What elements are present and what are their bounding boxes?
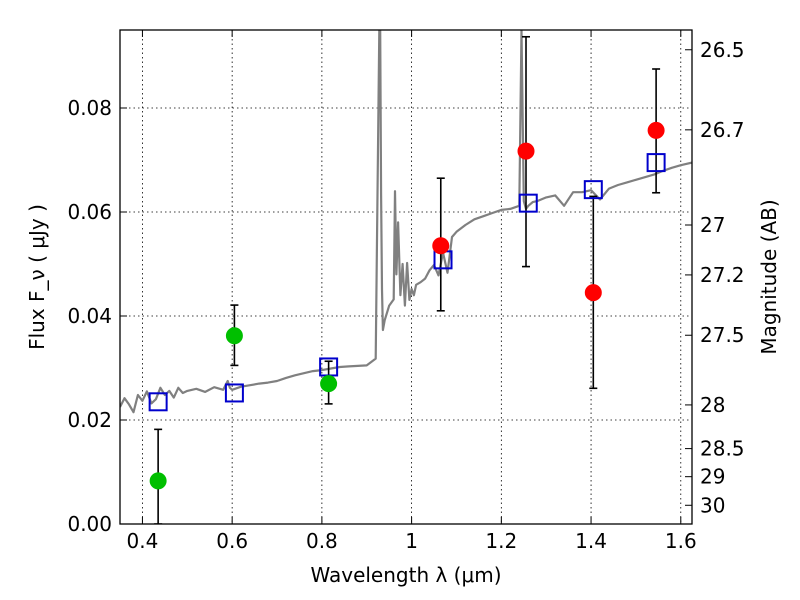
y-tick-label: 0.02 — [67, 408, 112, 432]
y-tick-label: 0.04 — [67, 304, 112, 328]
y-right-tick-label: 26.5 — [700, 38, 745, 62]
model-photometry-square — [646, 153, 666, 173]
y-right-tick-label: 27 — [700, 213, 725, 237]
data-point — [432, 237, 450, 255]
model-photometry-square — [148, 392, 168, 412]
model-photometry-square — [224, 383, 244, 403]
y-axis-label-right: Magnitude (AB) — [757, 199, 781, 354]
y-right-tick-label: 28 — [700, 393, 725, 417]
data-point — [517, 142, 535, 160]
y-tick-label: 0.00 — [67, 512, 112, 536]
y-right-tick-label: 28.5 — [700, 437, 745, 461]
model-spectrum-line — [120, 30, 692, 414]
data-point — [225, 327, 243, 345]
x-tick-label: 0.6 — [216, 529, 248, 553]
y-right-tick-label: 30 — [700, 493, 725, 517]
axes: 0.4 0.6 0.8 1 1.2 1.4 1.6 0.00 0.02 0.04 0.06 0.08 2… — [67, 29, 745, 553]
data-point — [320, 375, 338, 393]
x-tick-label: 1.6 — [665, 529, 697, 553]
x-tick-label: 1.2 — [485, 529, 517, 553]
y-right-tick-label: 29 — [700, 465, 725, 489]
model-photometry-square — [583, 180, 603, 200]
x-tick-label: 1 — [405, 529, 418, 553]
plot-frame — [119, 29, 693, 525]
x-tick-label: 0.4 — [127, 529, 159, 553]
plot-area — [120, 30, 692, 524]
data-point — [647, 121, 665, 139]
x-tick-label: 1.4 — [575, 529, 607, 553]
x-axis-label: Wavelength λ (μm) — [310, 563, 501, 587]
model-photometry-square — [518, 193, 538, 213]
y-right-tick-label: 27.2 — [700, 263, 745, 287]
data-point — [149, 472, 167, 490]
y-tick-label: 0.06 — [67, 200, 112, 224]
data-point — [584, 284, 602, 302]
x-tick-label: 0.8 — [306, 529, 338, 553]
y-axis-label: Flux F_ν ( μJy ) — [25, 204, 49, 350]
axis-labels: Wavelength λ (μm) Flux F_ν ( μJy ) Magni… — [25, 199, 781, 587]
y-tick-label: 0.08 — [67, 96, 112, 120]
y-right-tick-label: 27.5 — [700, 323, 745, 347]
y-right-tick-label: 26.7 — [700, 118, 745, 142]
